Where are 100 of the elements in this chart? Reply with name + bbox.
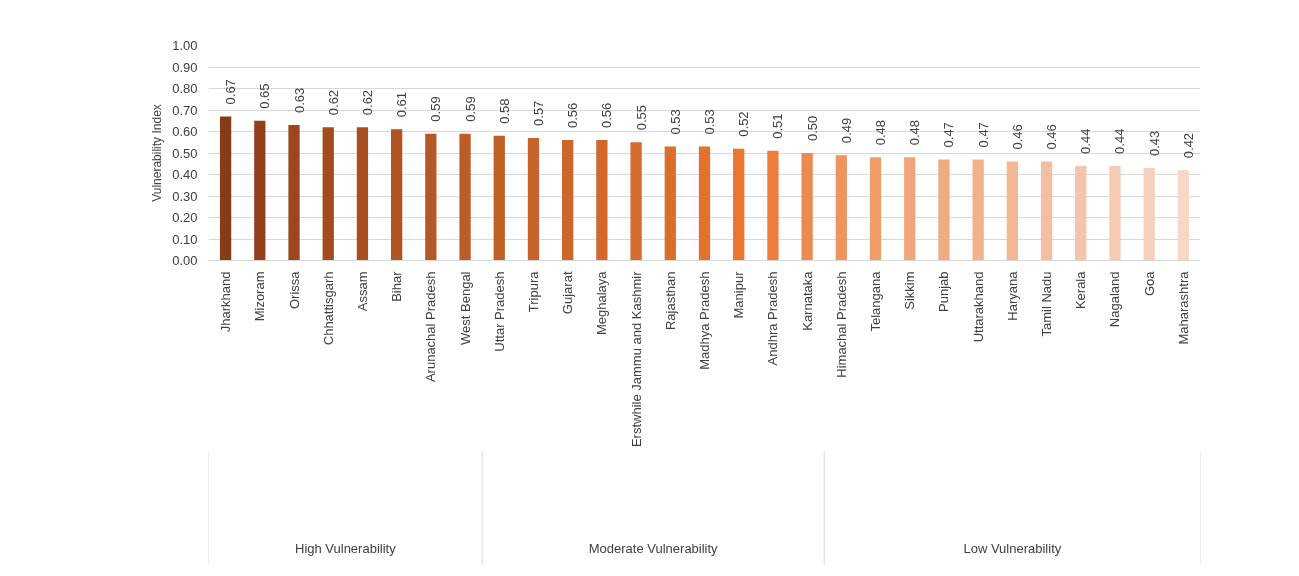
data-label: 0.44: [1078, 128, 1094, 154]
text: Low Vulnerability: [963, 540, 1062, 556]
x-tick-label: Rajasthan: [662, 271, 678, 331]
y-tick-label: 0.80: [172, 81, 198, 96]
data-label: 0.50: [804, 115, 820, 141]
bar: [493, 135, 505, 261]
bar: [219, 116, 232, 261]
y-tick-label: 0.60: [172, 124, 198, 139]
data-label: 0.53: [702, 109, 717, 135]
bar: [869, 157, 882, 261]
x-tick-label: Andhra Pradesh: [765, 271, 781, 366]
data-label: 0.51: [770, 113, 786, 139]
bar: [767, 150, 779, 261]
x-tick-label: West Bengal: [457, 271, 473, 345]
x-tick-label: Nagaland: [1107, 271, 1123, 328]
data-label: 0.46: [1009, 124, 1025, 150]
text: Moderate Vulnerability: [588, 540, 719, 556]
y-tick-label: 0.10: [172, 231, 198, 247]
bar: [596, 140, 608, 261]
data-label: 0.49: [838, 117, 854, 144]
data-label: 0.62: [359, 89, 375, 116]
x-tick-label: Arunachal Pradesh: [423, 271, 439, 383]
bar: [527, 137, 540, 261]
bar: [698, 146, 711, 261]
x-tick-label: Haryana: [1004, 270, 1020, 321]
x-tick-label: Sikkim: [902, 271, 918, 310]
bar: [1006, 161, 1019, 261]
data-label: 0.57: [530, 100, 546, 126]
data-label: 0.58: [496, 98, 512, 124]
x-tick-label: Tripura: [525, 270, 541, 313]
bar: [1143, 168, 1155, 261]
x-tick-label: Mizoram: [252, 271, 268, 322]
y-tick-label: 0.50: [172, 145, 198, 161]
bar: [835, 155, 847, 261]
y-tick-label: 0.90: [172, 59, 198, 75]
bar: [322, 127, 334, 261]
x-tick-label: Punjab: [936, 271, 952, 312]
bar: [1075, 165, 1087, 261]
x-tick-label: Manipur: [731, 270, 747, 319]
x-tick-label: Assam: [354, 271, 370, 312]
x-tick-label: Madhya Pradesh: [697, 271, 712, 370]
y-axis-title: Vulnerability Index: [150, 104, 165, 202]
x-tick-label: Uttarakhand: [970, 271, 986, 343]
bar: [425, 133, 437, 261]
data-label: 0.46: [1044, 124, 1060, 150]
bar: [664, 146, 676, 261]
data-label: 0.55: [633, 104, 649, 131]
data-label: 0.48: [873, 119, 889, 146]
data-label: 0.53: [667, 109, 683, 135]
data-label: 0.43: [1146, 130, 1162, 157]
data-label: 0.56: [599, 102, 615, 129]
data-label: 0.47: [941, 122, 957, 148]
data-label: 0.48: [907, 119, 923, 146]
data-label: 0.59: [428, 96, 444, 122]
x-tick-label: Kerala: [1073, 270, 1089, 310]
data-label: 0.59: [462, 96, 478, 122]
x-tick-label: Tamil Nadu: [1039, 271, 1055, 337]
data-label: 0.56: [565, 102, 581, 129]
bar: [1177, 170, 1190, 261]
bar: [288, 125, 300, 261]
y-tick-label: 0.30: [172, 188, 198, 204]
data-label: 0.67: [223, 79, 239, 105]
x-tick-label: Bihar: [389, 270, 405, 302]
text: High Vulnerability: [294, 540, 397, 556]
x-tick-label: Telangana: [868, 270, 884, 332]
bar: [356, 127, 369, 261]
data-label: 0.52: [736, 111, 752, 137]
bar: [938, 159, 950, 261]
x-tick-label: Meghalaya: [594, 270, 610, 336]
data-label: 0.47: [975, 122, 991, 148]
bar: [390, 129, 403, 261]
bar: [904, 157, 916, 261]
bar: [1040, 161, 1053, 261]
x-tick-label: Himachal Pradesh: [833, 271, 849, 378]
bar: [254, 120, 266, 261]
data-label: 0.61: [394, 92, 410, 118]
x-tick-label: Maharashtra: [1175, 270, 1191, 345]
bar: [1109, 165, 1121, 261]
x-tick-label: Erstwhile Jammu and Kashmir: [628, 270, 644, 448]
bar: [630, 142, 642, 261]
data-label: 0.42: [1180, 132, 1196, 159]
y-tick-label: 0.70: [172, 102, 198, 118]
y-tick-label: 0.00: [172, 253, 198, 268]
x-tick-label: Gujarat: [560, 271, 576, 315]
data-label: 0.65: [257, 83, 273, 109]
bar: [733, 148, 745, 261]
x-tick-label: Orissa: [286, 270, 302, 310]
bar: [562, 140, 574, 261]
x-tick-label: Goa: [1141, 270, 1157, 297]
data-label: 0.44: [1112, 128, 1128, 154]
x-tick-label: Uttar Pradesh: [491, 271, 507, 352]
y-tick-label: 0.20: [172, 210, 198, 225]
bar: [801, 153, 813, 261]
bar: [459, 133, 471, 261]
bar: [972, 159, 984, 261]
data-label: 0.63: [291, 87, 307, 114]
y-tick-label: 1.00: [172, 38, 198, 53]
x-tick-label: Karnataka: [799, 270, 815, 331]
x-tick-label: Jharkhand: [218, 271, 234, 333]
y-tick-label: 0.40: [172, 167, 198, 182]
